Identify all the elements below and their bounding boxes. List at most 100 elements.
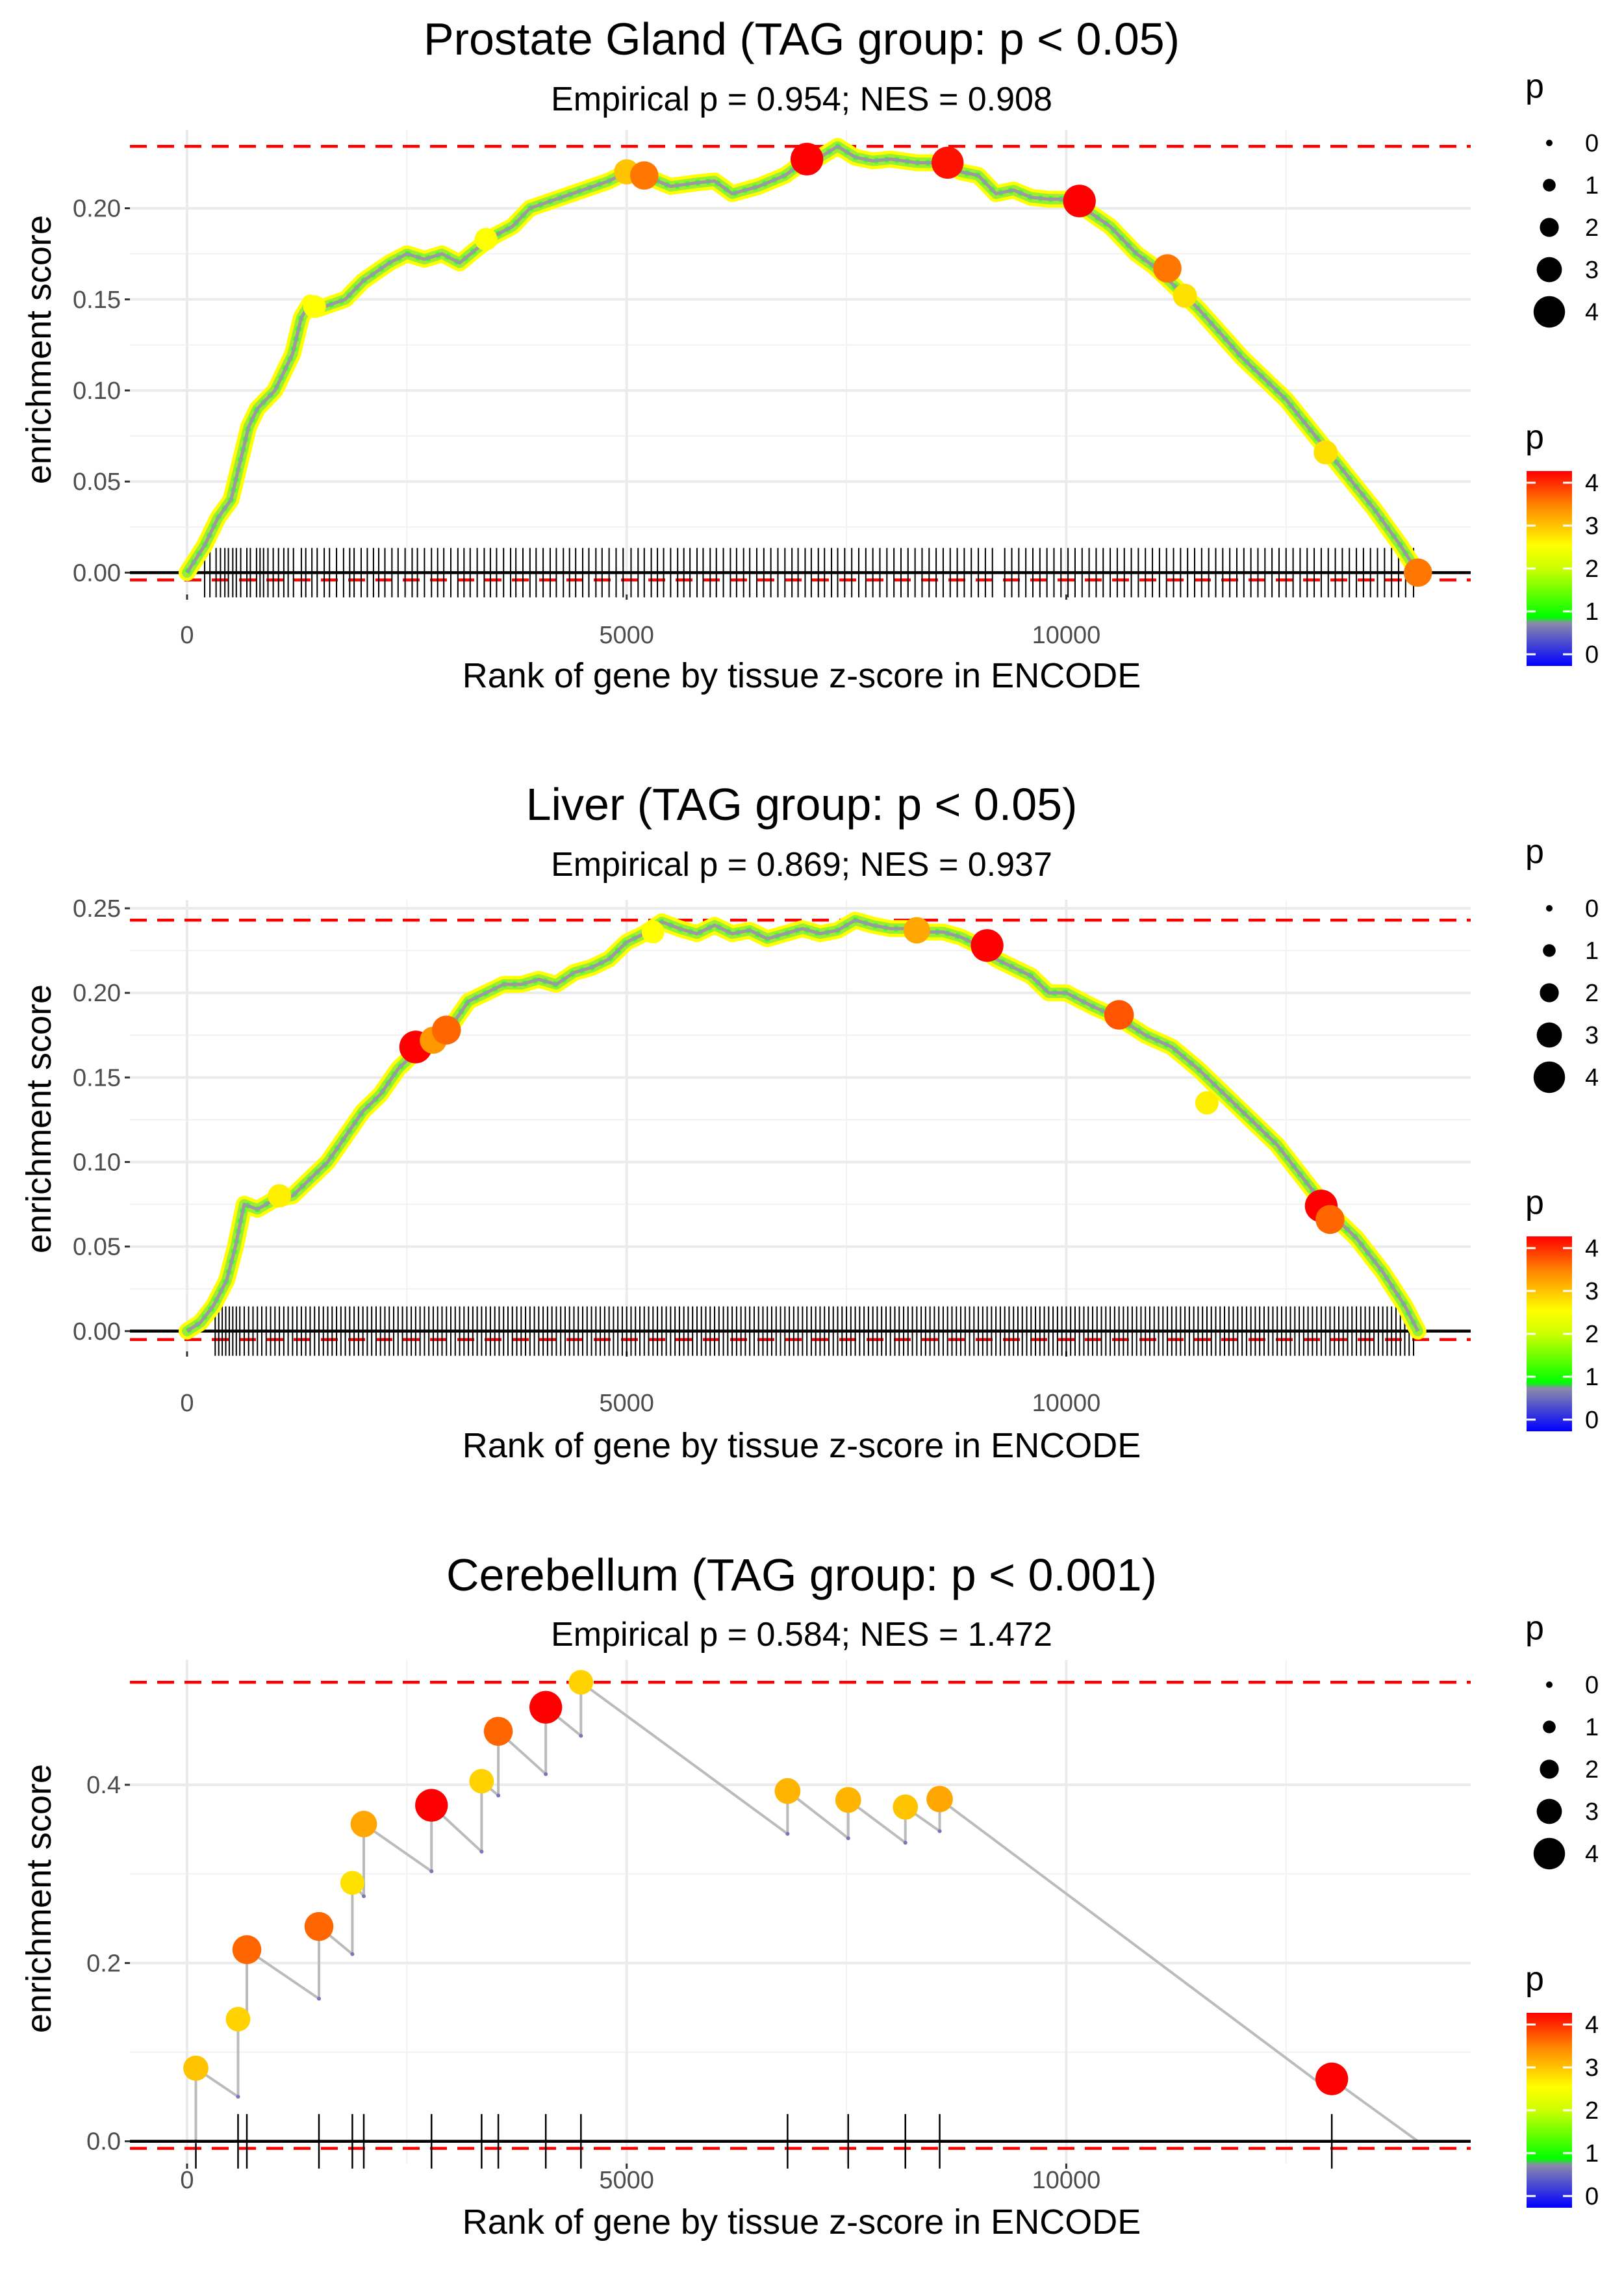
es-point-low [316,1997,321,2001]
es-point [1104,1000,1134,1030]
es-point [1153,254,1182,283]
legend-color-title: p [1525,1184,1544,1221]
x-axis-title: Rank of gene by tissue z-score in ENCODE [463,2203,1141,2242]
es-curve-points [181,915,1423,1336]
plot-area: 0.00 0.05 0.10 0.15 0.20 0 5000 10000 [73,130,1471,649]
y-tick-label: 0.00 [73,1318,121,1346]
legend-color-label: 1 [1585,1364,1599,1391]
es-point [268,1184,292,1208]
es-segment [362,1822,433,1872]
panel-subtitle: Empirical p = 0.584; NES = 1.472 [551,1616,1052,1654]
panel-liver: Liver (TAG group: p < 0.05) Empirical p … [19,779,1599,1465]
legend-color-bar: 4 3 2 1 0 [1527,470,1599,669]
es-point [225,2006,251,2032]
y-tick-label: 0.2 [86,1950,121,1977]
y-tick-label: 0.10 [73,1149,121,1176]
legend-color: p 4 3 2 1 0 [1525,1960,1599,2210]
es-point [1403,558,1432,587]
y-axis-title: enrichment score [19,984,58,1253]
y-tick-label: 0.10 [73,377,121,405]
legend-color: p 4 3 2 1 0 [1525,418,1599,669]
es-point-low [846,1836,850,1841]
es-point [340,1871,364,1895]
es-point [469,1769,494,1794]
y-tick-label: 0.20 [73,980,121,1007]
es-point-low [496,1793,501,1798]
es-segment [939,1798,1333,2093]
panel-subtitle: Empirical p = 0.869; NES = 0.937 [551,846,1052,884]
x-tick-label: 10000 [1032,2167,1101,2194]
legend-size-label: 4 [1585,1064,1599,1092]
legend-size-label: 2 [1585,214,1599,242]
es-segment [246,1948,320,2000]
legend-size-label: 3 [1585,257,1599,284]
legend-size-dot [1546,905,1553,912]
es-point [1195,1091,1219,1115]
legend-size-dot [1540,218,1559,237]
legend-size-items: 0 1 2 3 4 [1533,1672,1599,1870]
legend-size: p 0 1 2 3 4 [1525,1609,1599,1870]
legend-size-label: 1 [1585,1714,1599,1741]
es-curve-green [185,917,1421,1334]
x-tick-label: 0 [180,622,194,649]
panel-title: Prostate Gland (TAG group: p < 0.05) [424,14,1180,64]
es-point [1173,283,1197,308]
legend-size-dot [1536,257,1562,283]
es-curve-line [186,918,1420,1333]
es-point [971,929,1004,962]
legend-size-title: p [1525,68,1544,105]
y-tick-label: 0.20 [73,196,121,223]
x-tick-label: 0 [180,2167,194,2194]
es-point [304,1911,334,1941]
legend-color-label: 3 [1585,2054,1599,2082]
legend-color-label: 3 [1585,1278,1599,1305]
es-point-low [350,1952,355,1956]
plot-area: 0.0 0.2 0.4 0 5000 10000 [86,1660,1471,2194]
legend-color-label: 0 [1585,641,1599,669]
legend-size-title: p [1525,1609,1544,1647]
legend-size-dot [1536,1798,1562,1824]
legend-color-label: 4 [1585,470,1599,497]
legend-color-label: 4 [1585,2012,1599,2039]
legend-size-dot [1546,1681,1553,1688]
legend-size-items: 0 1 2 3 4 [1533,130,1599,328]
x-tick-label: 5000 [599,1390,654,1417]
legend-size-label: 1 [1585,172,1599,199]
legend-color-bar: 4 3 2 1 0 [1527,2012,1599,2210]
es-point [474,227,498,251]
legend-color-bar: 4 3 2 1 0 [1527,1235,1599,1434]
es-point [774,1778,801,1804]
es-point [183,2055,209,2081]
legend-color-label: 0 [1585,2183,1599,2210]
x-tick-label: 10000 [1032,1390,1101,1417]
x-axis-title: Rank of gene by tissue z-score in ENCODE [463,656,1141,695]
x-axis-title: Rank of gene by tissue z-score in ENCODE [463,1426,1141,1465]
legend-size-dot [1533,1061,1566,1093]
es-point [629,161,659,190]
legend-size-dot [1536,1022,1562,1048]
y-tick-label: 0.00 [73,559,121,587]
es-point [431,1016,461,1045]
legend-size-dot [1533,1837,1566,1870]
y-tick-label: 0.25 [73,895,121,923]
es-point-low [785,1832,790,1836]
es-point-low [579,1733,583,1738]
es-point-low [544,1772,548,1776]
legend-size: p 0 1 2 3 4 [1525,833,1599,1093]
legend-size-dot [1540,1759,1559,1779]
es-segment [1330,2078,1419,2143]
y-tick-label: 0.05 [73,1234,121,1261]
y-tick-label: 0.15 [73,1064,121,1092]
y-tick-label: 0.4 [86,1772,121,1799]
legend-size-dot [1540,983,1559,1003]
legend-size-dot [1533,296,1566,328]
legend-color-label: 1 [1585,598,1599,626]
y-axis-title: enrichment score [19,1764,58,2033]
es-point [893,1794,919,1820]
plot-area: 0.00 0.05 0.10 0.15 0.20 0.25 0 5000 10000 [73,895,1471,1417]
es-curve-halo [178,138,1427,581]
legend-size-label: 4 [1585,299,1599,326]
legend-color-label: 1 [1585,2140,1599,2167]
es-point-low [903,1841,907,1845]
legend-size: p 0 1 2 3 4 [1525,68,1599,328]
